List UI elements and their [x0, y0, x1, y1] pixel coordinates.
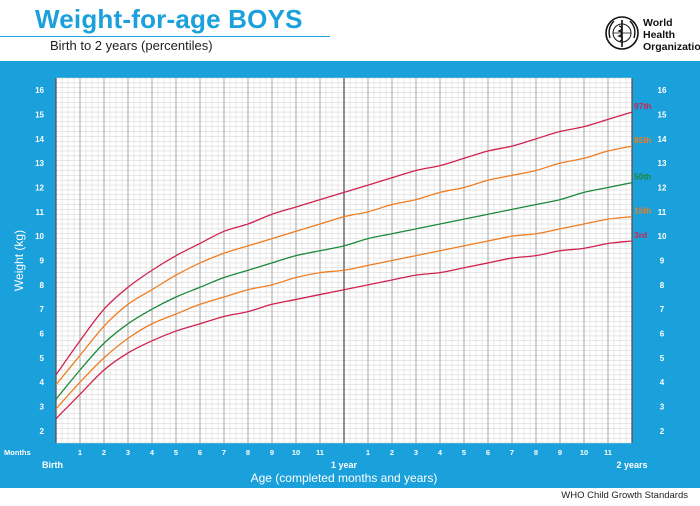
y-tick-label-right: 16 [658, 86, 667, 95]
y-tick-label-left: 10 [35, 232, 44, 241]
y-tick-label-left: 9 [40, 257, 45, 266]
x-axis-title: Age (completed months and years) [251, 471, 438, 485]
x-tick-label-month: 8 [534, 448, 538, 457]
who-emblem-icon [605, 16, 639, 50]
x-tick-label-month: 6 [198, 448, 202, 457]
percentile-label-50th: 50th [634, 172, 651, 182]
y-tick-label-left: 3 [40, 403, 45, 412]
y-tick-label-right: 15 [658, 111, 667, 120]
y-tick-label-right: 13 [658, 159, 667, 168]
y-tick-label-right: 2 [660, 427, 665, 436]
x-tick-label-month: 11 [316, 448, 324, 457]
x-year-label: Birth [42, 460, 63, 470]
y-tick-label-left: 2 [40, 427, 45, 436]
x-tick-label-month: 7 [510, 448, 514, 457]
y-tick-label-left: 11 [36, 208, 45, 217]
x-tick-label-month: 2 [390, 448, 394, 457]
x-tick-label-month: 10 [292, 448, 300, 457]
percentile-line-50th [55, 181, 633, 400]
y-tick-label-left: 12 [35, 184, 44, 193]
x-tick-label-month: 8 [246, 448, 250, 457]
y-tick-label-right: 12 [658, 184, 667, 193]
percentile-label-97th: 97th [634, 101, 651, 111]
percentile-line-97th [55, 111, 633, 376]
x-tick-label-month: 4 [150, 448, 155, 457]
x-tick-label-month: 1 [366, 448, 370, 457]
y-tick-label-left: 4 [40, 378, 45, 387]
y-tick-label-right: 14 [658, 135, 667, 144]
x-tick-label-month: 5 [174, 448, 178, 457]
x-tick-label-month: 10 [580, 448, 588, 457]
percentile-line-15th [55, 216, 633, 410]
y-tick-label-right: 5 [660, 354, 665, 363]
y-tick-label-right: 9 [660, 257, 665, 266]
y-tick-label-left: 16 [35, 86, 44, 95]
x-tick-label-month: 7 [222, 448, 226, 457]
y-tick-label-right: 3 [660, 403, 665, 412]
x-tick-label-month: 4 [438, 448, 443, 457]
y-tick-label-right: 7 [660, 305, 665, 314]
percentile-line-85th [55, 145, 633, 386]
organization-name-line2: Organization [643, 41, 700, 53]
x-tick-label-month: 2 [102, 448, 106, 457]
percentile-line-3rd [55, 240, 633, 420]
percentile-label-3rd: 3rd [634, 230, 647, 240]
x-tick-label-month: 1 [78, 448, 82, 457]
organization-name-line1: World Health [643, 17, 676, 41]
y-tick-label-left: 14 [35, 135, 44, 144]
x-year-label: 1 year [331, 460, 358, 470]
page-title: Weight-for-age BOYS [35, 4, 303, 34]
y-tick-label-left: 5 [40, 354, 45, 363]
percentile-label-85th: 85th [634, 135, 651, 145]
x-tick-label-month: 5 [462, 448, 466, 457]
months-label: Months [4, 448, 31, 457]
y-tick-label-left: 15 [35, 111, 44, 120]
x-year-label: 2 years [616, 460, 647, 470]
x-tick-label-month: 9 [270, 448, 274, 457]
y-tick-label-left: 7 [40, 305, 45, 314]
y-axis-title: Weight (kg) [12, 230, 26, 291]
footer-credit: WHO Child Growth Standards [561, 490, 688, 501]
page-subtitle: Birth to 2 years (percentiles) [50, 38, 213, 53]
title-underline [0, 36, 330, 37]
x-tick-label-month: 6 [486, 448, 490, 457]
x-tick-label-month: 9 [558, 448, 562, 457]
y-tick-label-right: 8 [660, 281, 665, 290]
x-tick-label-month: 3 [414, 448, 418, 457]
y-tick-label-right: 11 [658, 208, 667, 217]
y-tick-label-right: 10 [658, 232, 667, 241]
percentile-label-15th: 15th [634, 206, 651, 216]
x-tick-label-month: 3 [126, 448, 130, 457]
y-tick-label-left: 13 [35, 159, 44, 168]
y-tick-label-right: 6 [660, 330, 665, 339]
x-tick-label-month: 11 [604, 448, 612, 457]
organization-name: World Health Organization [643, 17, 700, 53]
y-tick-label-right: 4 [660, 378, 665, 387]
y-tick-label-left: 6 [40, 330, 45, 339]
y-tick-label-left: 8 [40, 281, 45, 290]
